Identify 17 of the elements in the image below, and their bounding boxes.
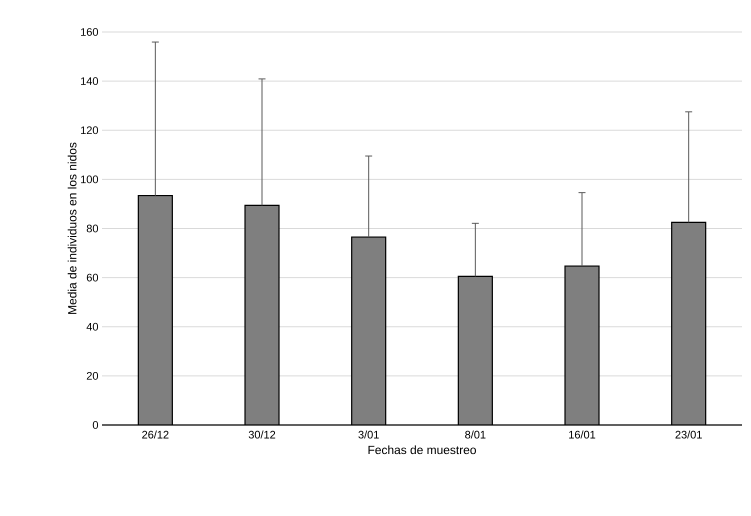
y-axis-title: Media de individuos en los nidos	[68, 142, 76, 314]
y-tick-label: 40	[86, 322, 98, 331]
x-axis-title: Fechas de muestreo	[368, 445, 476, 454]
y-tick-label: 60	[86, 274, 98, 282]
x-tick-label: 23/01	[676, 430, 702, 439]
y-tick-label: 140	[81, 77, 98, 85]
y-tick-label: 120	[81, 126, 98, 134]
x-tick-label: 16/01	[569, 430, 596, 439]
x-tick-label: 26/12	[142, 430, 169, 439]
y-tick-label: 160	[81, 28, 98, 36]
y-tick-label: 100	[81, 175, 98, 184]
y-tick-label: 80	[86, 224, 98, 232]
y-tick-label: 0	[92, 421, 98, 429]
y-tick-label: 20	[86, 372, 98, 380]
x-tick-label: 8/01	[465, 430, 486, 439]
x-tick-label: 30/12	[248, 430, 276, 439]
x-tick-label: 3/01	[358, 430, 379, 439]
